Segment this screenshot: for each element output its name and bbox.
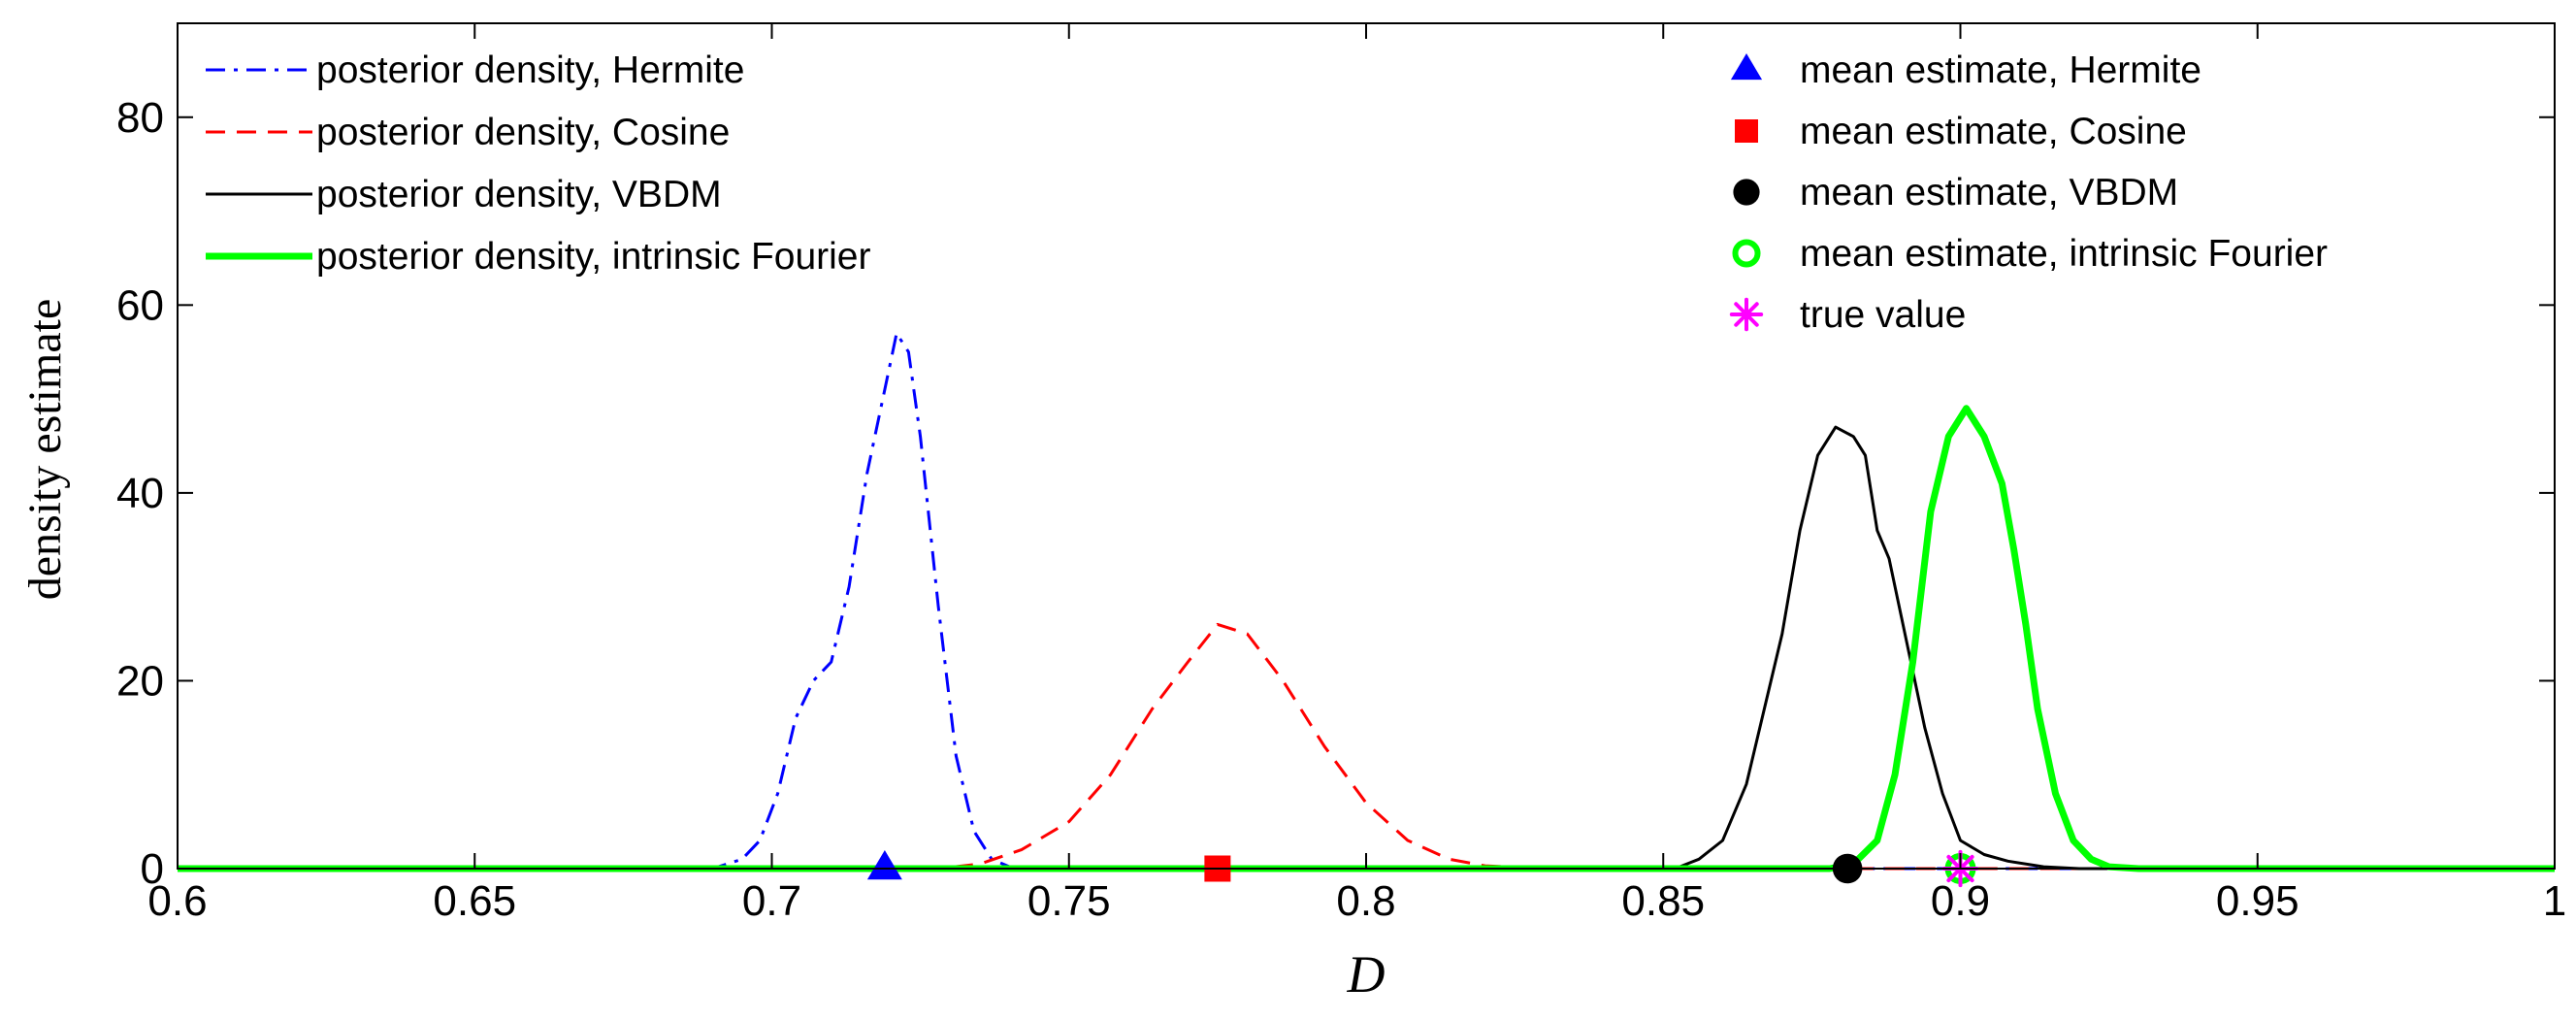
series-line-hermite xyxy=(178,331,2555,871)
legend-label: mean estimate, VBDM xyxy=(1800,172,2178,214)
x-axis-label: D xyxy=(1347,945,1386,1004)
legend-label: true value xyxy=(1800,294,1966,336)
legend-marker-mean-estimate-hermite xyxy=(1730,53,1763,81)
x-tick-label: 0.9 xyxy=(1931,877,1990,925)
legend-label: posterior density, Hermite xyxy=(316,49,744,91)
legend-label: posterior density, VBDM xyxy=(316,174,722,215)
y-axis-label: density estimate xyxy=(19,299,71,601)
x-tick-label: 0.6 xyxy=(147,877,207,925)
legend-label: posterior density, intrinsic Fourier xyxy=(316,236,870,278)
series-line-intrinsic-fourier xyxy=(178,405,2555,872)
y-tick-label: 60 xyxy=(116,281,164,329)
legend-marker-true-value xyxy=(1729,297,1764,332)
x-tick-label: 0.75 xyxy=(1027,877,1111,925)
legend-marker-mean-estimate-cosine xyxy=(1735,119,1758,143)
axes-layer: 0.6 0.65 0.7 0.75 0.8 0.85 0.9 0.95 1 0 20 40 60 80 xyxy=(116,22,2566,925)
plot-layer xyxy=(178,331,2555,888)
y-tick-label: 0 xyxy=(141,845,164,893)
legend-layer: posterior density, Hermite posterior dens… xyxy=(206,49,2328,336)
legend-label: posterior density, Cosine xyxy=(316,112,730,153)
marker-mean-estimate-hermite xyxy=(866,850,902,880)
legend-label: mean estimate, intrinsic Fourier xyxy=(1800,233,2328,275)
legend-label: mean estimate, Hermite xyxy=(1800,49,2201,91)
x-tick-label: 0.8 xyxy=(1336,877,1395,925)
x-tick-label: 0.65 xyxy=(433,877,516,925)
x-tick-label: 0.85 xyxy=(1621,877,1705,925)
legend-marker-mean-estimate-vbdm xyxy=(1733,179,1760,206)
legend-marker-mean-estimate-intrinsic-fourier xyxy=(1732,239,1761,268)
y-tick-label: 20 xyxy=(116,657,164,705)
legend-label: mean estimate, Cosine xyxy=(1800,111,2187,152)
x-tick-label: 0.7 xyxy=(742,877,801,925)
x-tick-label: 0.95 xyxy=(2216,877,2299,925)
x-tick-label: 1 xyxy=(2543,877,2566,925)
y-tick-label: 40 xyxy=(116,470,164,517)
y-tick-label: 80 xyxy=(116,94,164,142)
series-line-vbdm xyxy=(178,425,2555,871)
series-line-cosine xyxy=(178,622,2555,871)
